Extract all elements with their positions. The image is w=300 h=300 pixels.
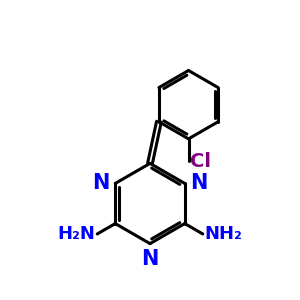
Text: N: N <box>190 173 208 194</box>
Text: NH₂: NH₂ <box>204 225 242 243</box>
Text: H₂N: H₂N <box>58 225 96 243</box>
Text: N: N <box>141 249 159 269</box>
Text: N: N <box>92 173 110 194</box>
Text: Cl: Cl <box>190 152 211 171</box>
